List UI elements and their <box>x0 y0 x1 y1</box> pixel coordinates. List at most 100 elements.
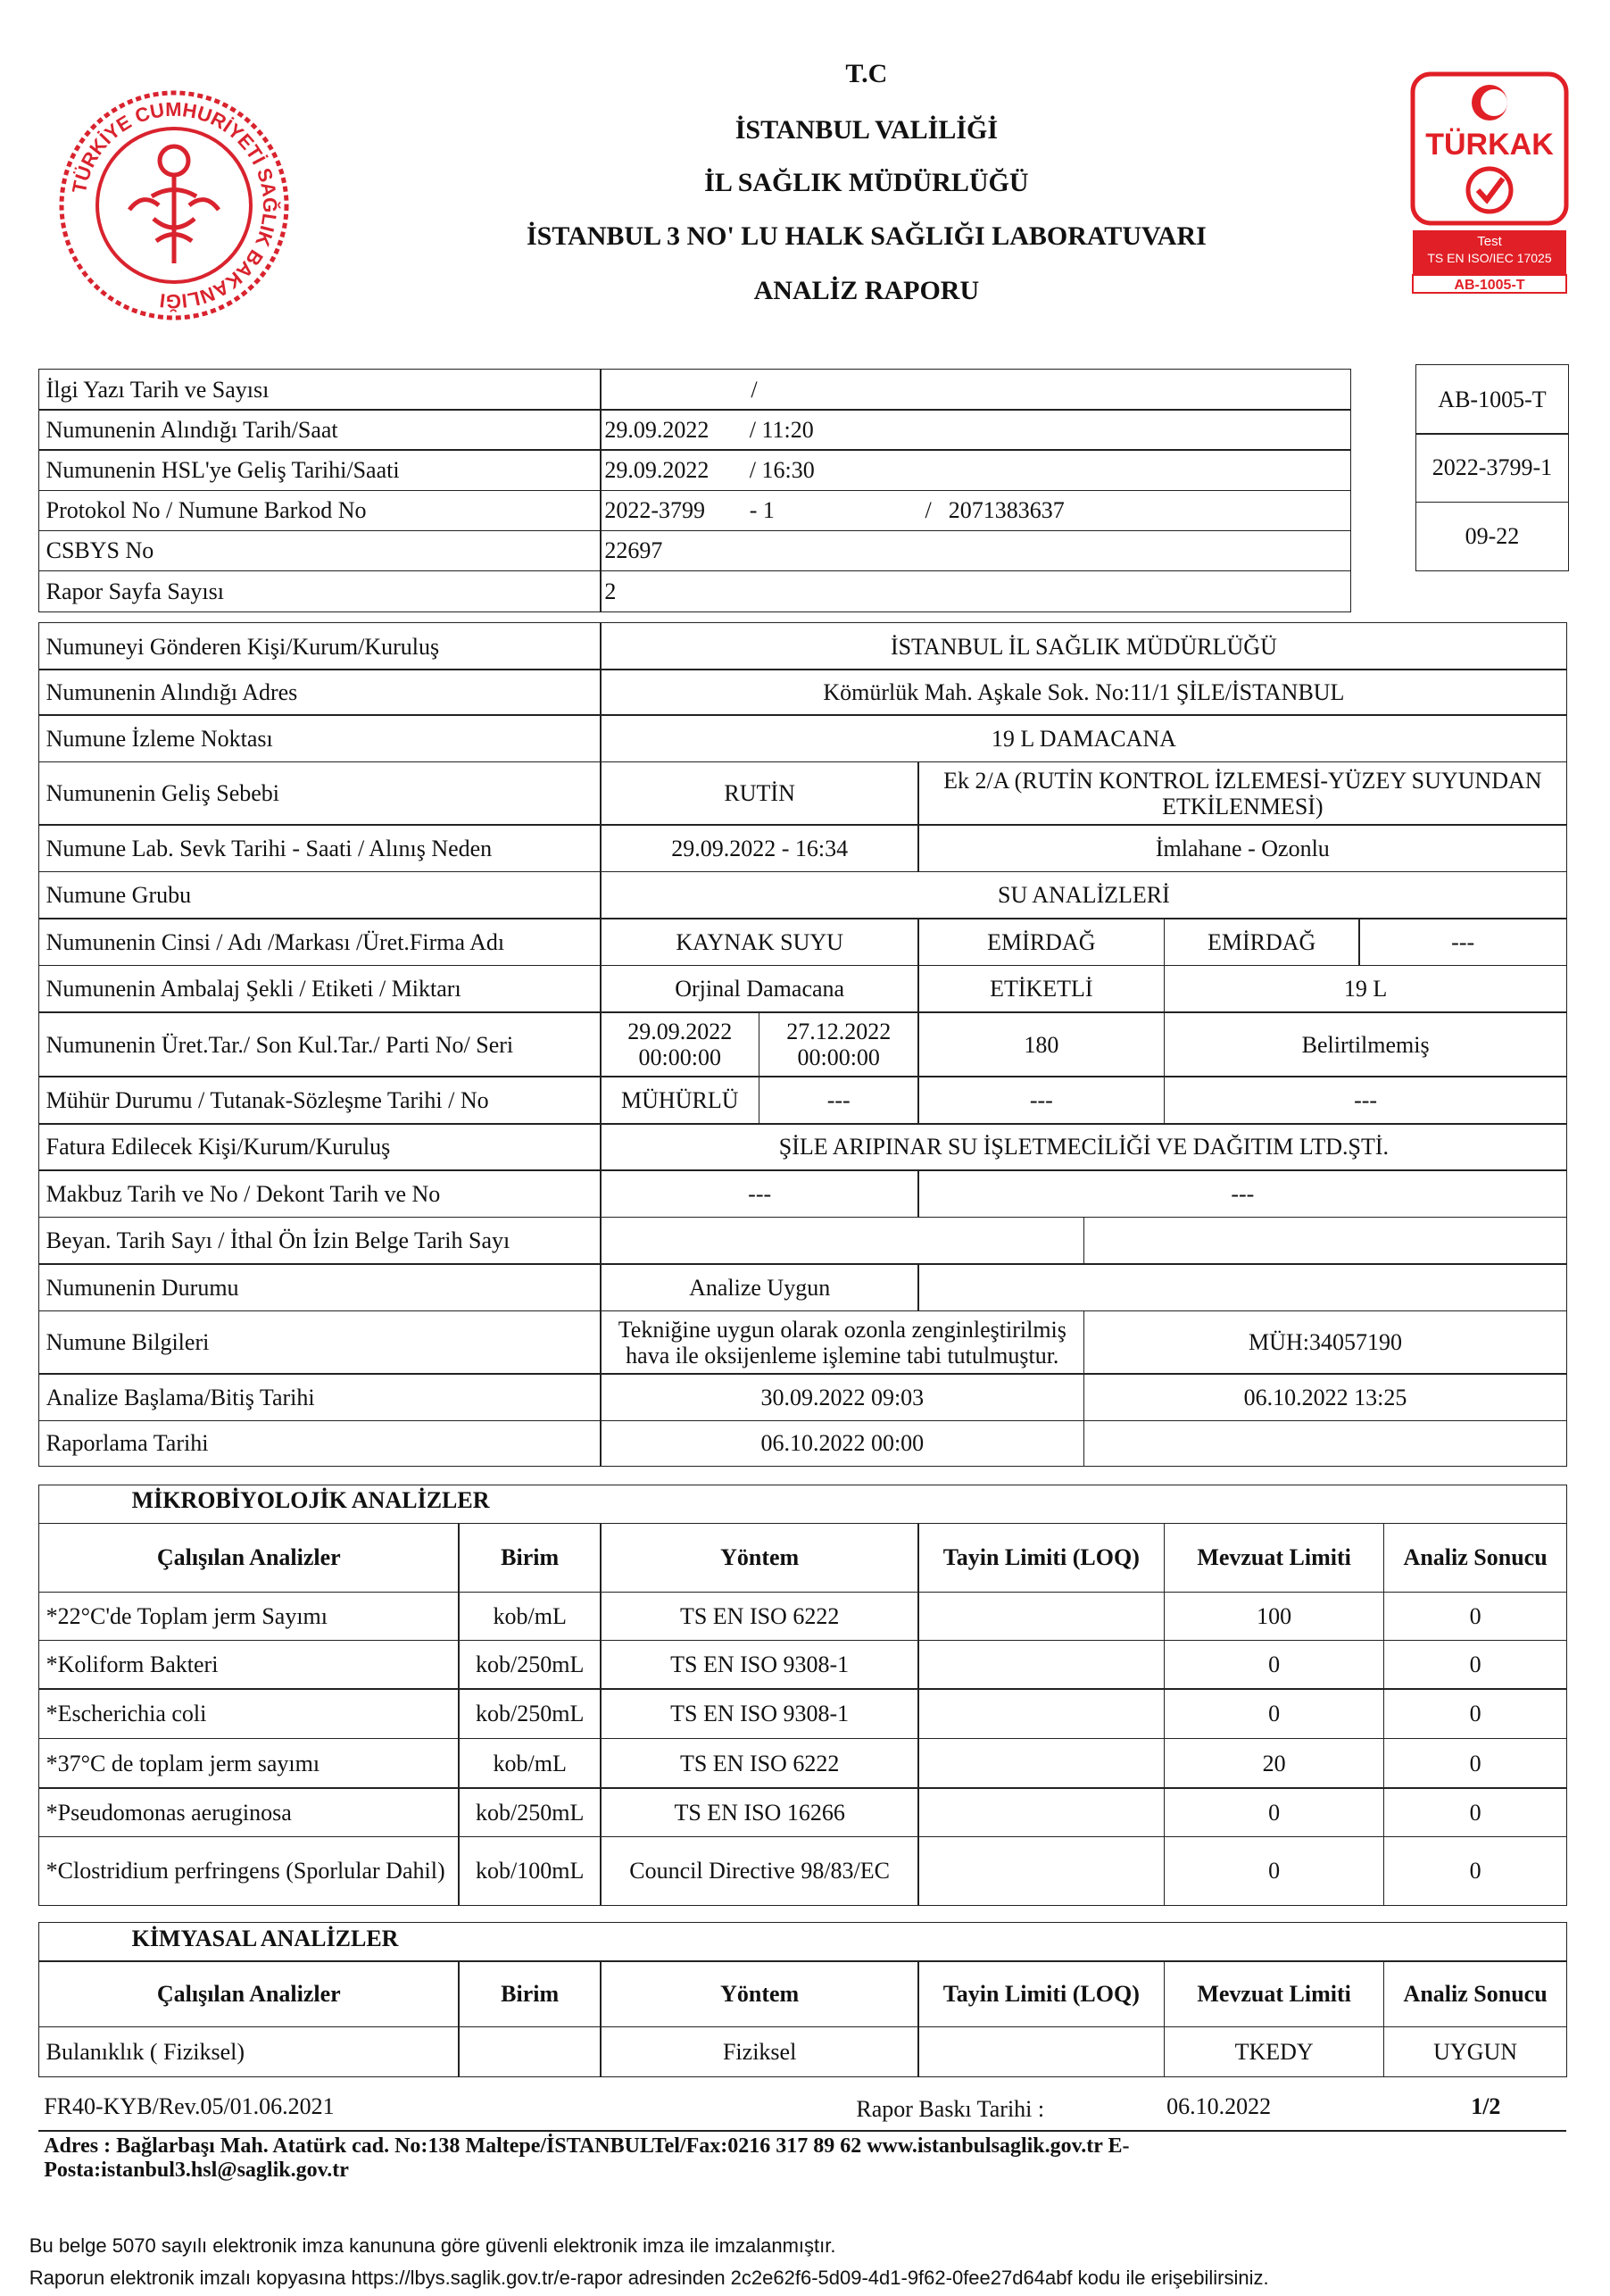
info-label: CSBYS No <box>37 529 602 572</box>
analysis-cell: TS EN ISO 9308-1 <box>600 1639 919 1690</box>
logo-code-box <box>1412 274 1567 294</box>
info-part: / 11:20 <box>749 417 814 444</box>
column-header: Çalışılan Analizler <box>37 1959 460 2028</box>
section-title-row <box>37 1922 1568 1962</box>
logo-check-circle <box>1465 166 1514 214</box>
detail-value: MÜHÜRLÜ <box>600 1076 760 1125</box>
analysis-cell: 0 <box>1382 1787 1568 1838</box>
detail-value: Kömürlük Mah. Aşkale Sok. No:11/1 ŞİLE/İ… <box>600 669 1568 716</box>
info-part: 2071383637 <box>948 497 1065 524</box>
header-line: ANALİZ RAPORU <box>753 276 980 306</box>
column-header: Çalışılan Analizler <box>37 1522 460 1593</box>
analysis-cell: *Koliform Bakteri <box>37 1639 460 1690</box>
seal-wings <box>128 197 220 212</box>
detail-value: 19 L <box>1163 964 1568 1013</box>
info-label: Numunenin Alındığı Tarih/Saat <box>37 409 602 452</box>
print-date: 06.10.2022 <box>1166 2093 1272 2120</box>
detail-value: EMİRDAĞ <box>917 918 1166 967</box>
logo-check <box>1475 177 1506 204</box>
info-value: / <box>600 369 1351 411</box>
analysis-cell: Council Directive 98/83/EC <box>600 1835 919 1907</box>
analysis-cell: 0 <box>1163 1787 1385 1838</box>
detail-label: Numunenin Ambalaj Şekli / Etiketi / Mikt… <box>37 964 602 1013</box>
info-value: 2022-3799 - 1 / 2071383637 <box>600 489 1351 532</box>
detail-value: 06.10.2022 13:25 <box>1083 1373 1568 1422</box>
detail-value: --- <box>1163 1076 1568 1125</box>
info-value: 29.09.2022 / 11:20 <box>600 409 1351 452</box>
info-part: 29.09.2022 <box>604 417 710 444</box>
empty-cell <box>917 1737 1166 1790</box>
info-part: / 16:30 <box>749 457 815 484</box>
empty-cell <box>917 2026 1166 2078</box>
column-header: Tayin Limiti (LOQ) <box>917 1522 1166 1593</box>
column-header: Mevzuat Limiti <box>1163 1959 1385 2028</box>
column-header: Birim <box>458 1959 602 2028</box>
address: Adres : Bağlarbaşı Mah. Atatürk cad. No:… <box>44 2134 1130 2182</box>
detail-value: --- <box>917 1169 1568 1219</box>
detail-label: Numunenin Geliş Sebebi <box>37 761 602 826</box>
analysis-cell: 20 <box>1163 1737 1385 1790</box>
analysis-cell: 0 <box>1163 1835 1385 1907</box>
detail-value: İmlahane - Ozonlu <box>917 824 1568 873</box>
analysis-cell: TS EN ISO 6222 <box>600 1591 919 1642</box>
analysis-cell: kob/250mL <box>458 1639 602 1690</box>
detail-label: Raporlama Tarihi <box>37 1419 602 1468</box>
detail-value: Ek 2/A (RUTİN KONTROL İZLEMESİ-YÜZEY SUY… <box>917 761 1568 826</box>
logo-band <box>1413 230 1566 277</box>
header-line: İSTANBUL VALİLİĞİ <box>734 114 999 145</box>
detail-label: Numune İzleme Noktası <box>37 714 602 763</box>
logo-brand: TÜRKAK <box>1425 128 1554 162</box>
analysis-cell: kob/250mL <box>458 1787 602 1838</box>
info-part: / <box>751 377 758 403</box>
analysis-cell: TKEDY <box>1163 2026 1385 2078</box>
info-label: İlgi Yazı Tarih ve Sayısı <box>37 369 602 411</box>
logo-frame <box>1410 71 1569 226</box>
analysis-cell: 0 <box>1163 1687 1385 1740</box>
info-part: / <box>925 497 932 524</box>
column-header: Analiz Sonucu <box>1382 1522 1568 1593</box>
analysis-cell: TS EN ISO 9308-1 <box>600 1687 919 1740</box>
detail-value: 29.09.2022 - 16:34 <box>600 824 919 873</box>
header-line: İSTANBUL 3 NO' LU HALK SAĞLIĞI LABORATUV… <box>526 221 1207 252</box>
analysis-cell: kob/100mL <box>458 1835 602 1907</box>
analysis-cell: 0 <box>1382 1835 1568 1907</box>
detail-value: --- <box>917 1076 1166 1125</box>
column-header: Birim <box>458 1522 602 1593</box>
column-header: Tayin Limiti (LOQ) <box>917 1959 1166 2028</box>
empty-cell <box>600 1216 1085 1265</box>
logo-test: Test <box>1477 234 1502 249</box>
section-title: MİKROBİYOLOJİK ANALİZLER <box>131 1487 490 1514</box>
empty-cell <box>1083 1216 1568 1265</box>
footer-rule <box>37 2130 1566 2133</box>
ministry-seal: TÜRKİYE CUMHURİYETİ SAĞLIK BAKANLIĞI <box>59 90 289 320</box>
detail-label: Mühür Durumu / Tutanak-Sözleşme Tarihi /… <box>37 1076 602 1125</box>
info-value: 2 <box>600 570 1351 612</box>
detail-value: EMİRDAĞ <box>1163 918 1360 967</box>
analysis-cell: TS EN ISO 16266 <box>600 1787 919 1838</box>
detail-value: Analize Uygun <box>600 1263 919 1312</box>
analysis-cell: *37°C de toplam jerm sayımı <box>37 1737 460 1790</box>
empty-cell <box>458 2026 602 2078</box>
detail-value: SU ANALİZLERİ <box>600 870 1568 919</box>
empty-cell <box>917 1263 1568 1312</box>
analysis-cell: 0 <box>1382 1737 1568 1790</box>
analysis-cell: 0 <box>1163 1639 1385 1690</box>
detail-value: İSTANBUL İL SAĞLIK MÜDÜRLÜĞÜ <box>600 622 1568 671</box>
analysis-cell: 0 <box>1382 1687 1568 1740</box>
seal-crescent <box>157 144 191 178</box>
info-part: 22697 <box>604 537 663 564</box>
detail-value: Orjinal Damacana <box>600 964 919 1013</box>
analysis-cell: kob/250mL <box>458 1687 602 1740</box>
info-label: Protokol No / Numune Barkod No <box>37 489 602 532</box>
analysis-cell: *Escherichia coli <box>37 1687 460 1740</box>
detail-label: Numunenin Alındığı Adres <box>37 669 602 716</box>
detail-label: Fatura Edilecek Kişi/Kurum/Kuruluş <box>37 1122 602 1171</box>
detail-value: Tekniğine uygun olarak ozonla zenginleşt… <box>600 1310 1085 1375</box>
info-part: - 1 <box>749 497 775 524</box>
detail-label: Numunenin Üret.Tar./ Son Kul.Tar./ Parti… <box>37 1011 602 1078</box>
detail-label: Numune Grubu <box>37 870 602 919</box>
side-box-cell: AB-1005-T <box>1415 364 1570 435</box>
accreditation-logo: TÜRKAK Test TS EN ISO/IEC 17025 AB-1005-… <box>1410 71 1569 294</box>
